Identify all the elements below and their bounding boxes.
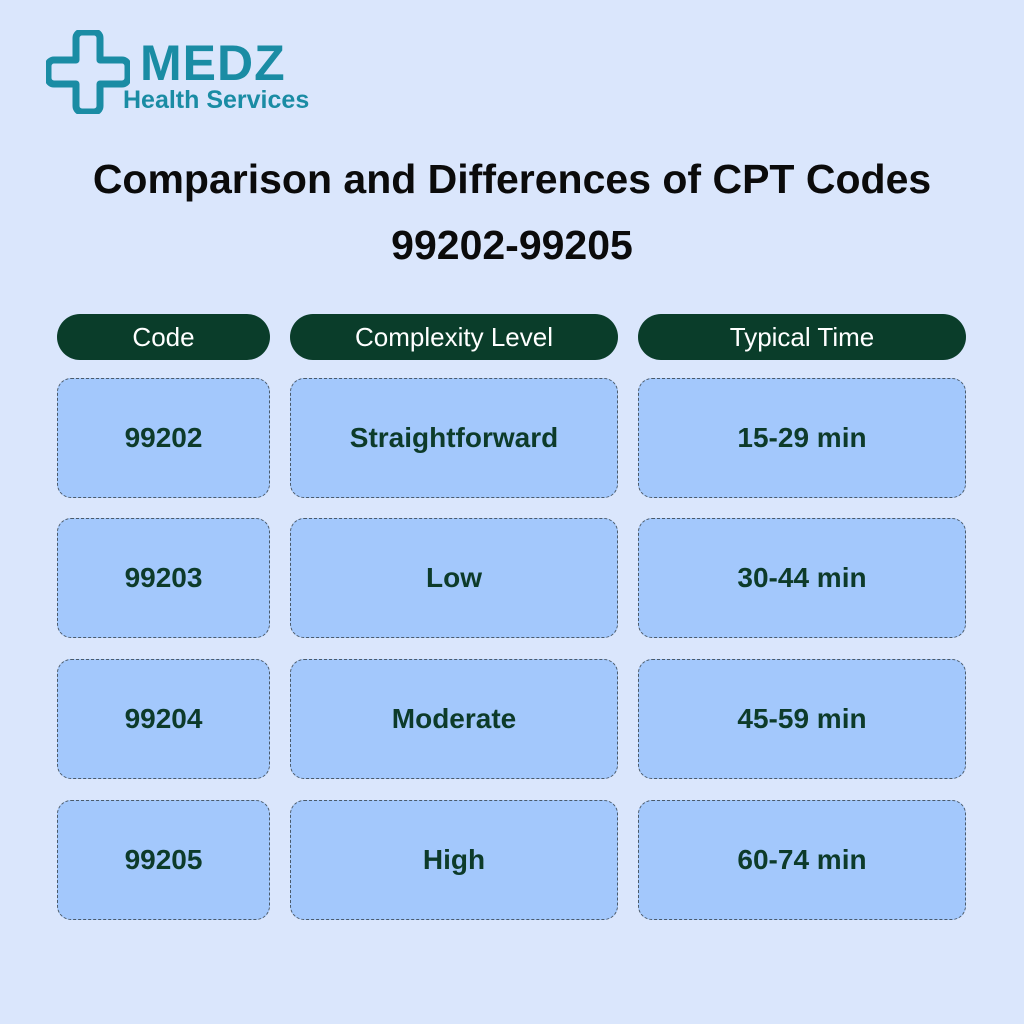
column-header: Typical Time bbox=[638, 314, 966, 360]
table-cell: Low bbox=[290, 518, 618, 638]
table-cell: 45-59 min bbox=[638, 659, 966, 779]
brand: MEDZ bbox=[140, 35, 286, 91]
table-cell: 60-74 min bbox=[638, 800, 966, 920]
logo-icon bbox=[46, 30, 130, 114]
table-cell: 99202 bbox=[57, 378, 270, 498]
tagline: Health Services bbox=[123, 86, 310, 114]
table-cell: 99203 bbox=[57, 518, 270, 638]
table-cell: 30-44 min bbox=[638, 518, 966, 638]
column-header: Complexity Level bbox=[290, 314, 618, 360]
column-header: Code bbox=[57, 314, 270, 360]
table-cell: Straightforward bbox=[290, 378, 618, 498]
table-cell: 15-29 min bbox=[638, 378, 966, 498]
table-cell: 99205 bbox=[57, 800, 270, 920]
table-cell: Moderate bbox=[290, 659, 618, 779]
table-cell: High bbox=[290, 800, 618, 920]
title: Comparison and Differences of CPT Codes … bbox=[92, 156, 932, 268]
table-cell: 99204 bbox=[57, 659, 270, 779]
